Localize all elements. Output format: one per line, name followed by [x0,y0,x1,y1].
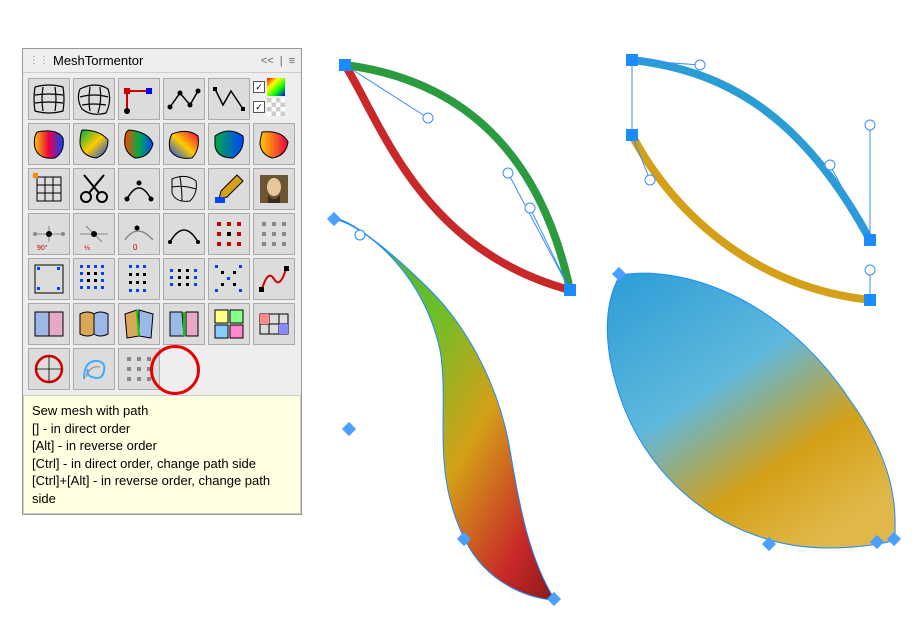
curve-red[interactable] [345,65,570,290]
anchor[interactable] [864,234,876,246]
tooltip-line1: [] - in direct order [32,420,292,438]
mesh-right[interactable] [607,273,895,548]
tool-sew-d[interactable] [163,303,205,345]
anchor[interactable] [864,294,876,306]
svg-text:90°: 90° [37,244,48,252]
svg-text:⅓: ⅓ [84,245,90,252]
tool-mesh-add[interactable] [163,168,205,210]
tool-grid-5[interactable] [208,258,250,300]
tool-sew-a[interactable] [28,303,70,345]
tool-twist[interactable] [73,348,115,390]
panel-menu-button[interactable]: ≡ [289,55,295,67]
tool-gradient-b[interactable] [73,123,115,165]
tool-grid-2[interactable] [73,258,115,300]
tooltip-line3: [Ctrl] - in direct order, change path si… [32,455,292,473]
tool-grid-warp[interactable] [73,78,115,120]
tooltip-box: Sew mesh with path [] - in direct order … [23,395,301,514]
tool-slice-3[interactable]: 0 [118,213,160,255]
tool-scissors[interactable] [73,168,115,210]
tool-circle[interactable] [28,348,70,390]
checkbox-1[interactable]: ✓ [253,81,265,93]
canvas-area[interactable] [310,0,918,624]
rainbow-swatch[interactable] [267,78,285,96]
tool-polyline[interactable] [208,78,250,120]
curve-sky[interactable] [632,60,870,240]
tool-gradient-f[interactable] [253,123,295,165]
tool-slice-4[interactable] [163,213,205,255]
panel-header[interactable]: ⋮⋮ MeshTormentor << | ≡ [23,49,301,73]
tool-monalisa[interactable] [253,168,295,210]
tool-grid: ✓ ✓ 90° ⅓ 0 [23,73,301,395]
tool-color-grid[interactable] [208,303,250,345]
tool-grid-cells[interactable] [253,303,295,345]
tooltip-line4: [Ctrl]+[Alt] - in reverse order, change … [32,472,292,507]
tool-gradient-c[interactable] [118,123,160,165]
tool-grid-1[interactable] [28,258,70,300]
tool-grid-3[interactable] [118,258,160,300]
tool-link[interactable] [253,258,295,300]
tool-brush[interactable] [208,168,250,210]
tool-empty-1 [163,348,205,390]
tool-grid-4[interactable] [163,258,205,300]
curve-green[interactable] [345,65,570,290]
tool-mesh-edit[interactable] [28,168,70,210]
anchor[interactable] [626,54,638,66]
tool-gradient-e[interactable] [208,123,250,165]
tool-empty-3 [253,348,295,390]
checkbox-2[interactable]: ✓ [253,101,265,113]
tool-slice-1[interactable]: 90° [28,213,70,255]
tooltip-title: Sew mesh with path [32,402,292,420]
tool-extras-col: ✓ ✓ [253,78,295,120]
tool-dots-c[interactable] [118,348,160,390]
svg-text:0: 0 [133,243,138,252]
tooltip-line2: [Alt] - in reverse order [32,437,292,455]
drag-handle-icon[interactable]: ⋮⋮ [29,55,49,66]
anchor[interactable] [339,59,351,71]
tool-dots-a[interactable] [208,213,250,255]
tool-gradient-a[interactable] [28,123,70,165]
tool-sew-b[interactable] [73,303,115,345]
checker-swatch[interactable] [267,98,285,116]
meshtormentor-panel: ⋮⋮ MeshTormentor << | ≡ ✓ ✓ 90° ⅓ [22,48,302,515]
divider: | [280,55,283,67]
panel-title: MeshTormentor [53,53,143,68]
anchor[interactable] [626,129,638,141]
tool-grid-mesh[interactable] [28,78,70,120]
tool-empty-2 [208,348,250,390]
tool-gradient-d[interactable] [163,123,205,165]
anchor[interactable] [564,284,576,296]
illustration-canvas[interactable] [310,0,918,624]
handles-left [345,65,570,290]
tool-dots-b[interactable] [253,213,295,255]
tool-corner-path[interactable] [118,78,160,120]
tool-sew-c[interactable] [118,303,160,345]
tool-nodes[interactable] [118,168,160,210]
tool-line-chain[interactable] [163,78,205,120]
collapse-button[interactable]: << [261,55,274,67]
tool-slice-2[interactable]: ⅓ [73,213,115,255]
